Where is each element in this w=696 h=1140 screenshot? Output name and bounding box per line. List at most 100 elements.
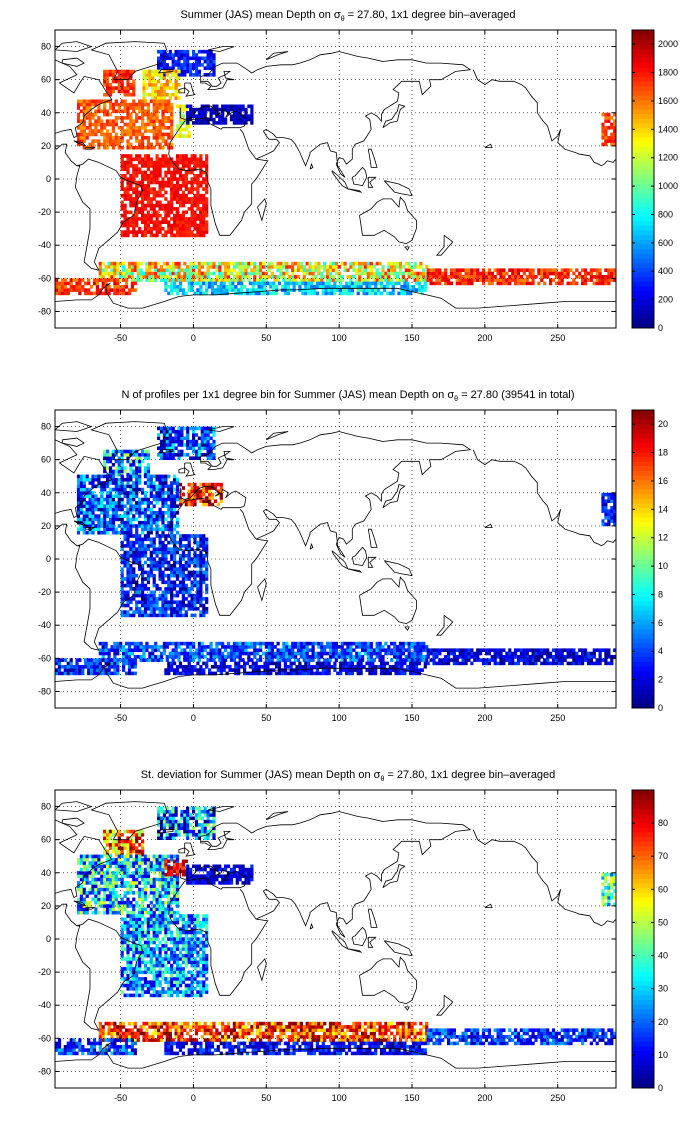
data-cell (511, 271, 515, 276)
data-cell (209, 429, 213, 434)
data-cell (127, 291, 132, 296)
data-cell (183, 261, 187, 266)
data-cell (511, 275, 515, 279)
data-cell (141, 174, 145, 178)
data-cell (467, 275, 471, 279)
data-cell (76, 474, 81, 479)
data-cell (372, 271, 376, 276)
data-cell (200, 275, 204, 279)
data-cell (168, 49, 172, 54)
data-cell (157, 645, 161, 649)
data-cell (481, 661, 486, 666)
data-cell (175, 481, 180, 485)
data-cell (126, 537, 130, 542)
data-cell (543, 281, 547, 286)
data-cell (143, 112, 148, 117)
data-cell (449, 275, 454, 279)
data-cell (455, 275, 459, 279)
data-cell (522, 278, 526, 282)
data-cell (88, 520, 92, 525)
data-cell (374, 281, 378, 286)
data-cell (143, 607, 148, 611)
data-cell (178, 223, 183, 228)
data-cell (149, 540, 153, 545)
data-cell (256, 265, 260, 269)
data-cell (85, 132, 89, 137)
data-cell (490, 281, 494, 286)
data-cell (264, 651, 268, 656)
data-cell (132, 200, 136, 205)
data-cell (174, 53, 178, 57)
data-cell (78, 285, 82, 289)
data-cell (141, 132, 145, 137)
data-cell (127, 288, 132, 292)
data-cell (158, 200, 162, 205)
data-cell (263, 281, 267, 286)
data-cell (170, 142, 174, 147)
data-cell (372, 648, 376, 652)
data-cell (97, 474, 101, 479)
data-cell (138, 190, 142, 195)
data-cell (199, 197, 203, 201)
data-cell (308, 261, 312, 266)
data-cell (464, 268, 468, 272)
data-cell (135, 511, 139, 515)
data-cell (108, 453, 113, 457)
data-cell (161, 477, 165, 482)
data-cell (320, 641, 324, 646)
data-cell (158, 142, 162, 147)
data-cell (219, 281, 223, 286)
data-cell (193, 496, 197, 500)
data-cell (104, 648, 108, 652)
data-cell (101, 281, 105, 286)
data-cell (55, 661, 59, 666)
data-cell (375, 261, 379, 266)
data-cell (126, 220, 130, 224)
data-cell (212, 278, 216, 282)
data-cell (167, 106, 171, 110)
data-cell (184, 577, 188, 581)
data-cell (170, 520, 174, 525)
data-cell (143, 233, 148, 238)
colorbar-segment (632, 211, 654, 217)
data-cell (372, 658, 376, 662)
data-cell (199, 217, 203, 221)
data-cell (196, 164, 200, 168)
data-cell (141, 102, 145, 107)
data-cell (155, 550, 159, 555)
data-cell (181, 593, 185, 598)
data-cell (151, 275, 155, 279)
data-cell (126, 497, 130, 502)
data-cell (502, 658, 506, 662)
data-cell (120, 530, 124, 535)
data-cell (138, 132, 142, 137)
data-cell (241, 265, 245, 269)
data-cell (106, 511, 110, 515)
data-cell (141, 200, 145, 205)
data-cell (192, 655, 196, 659)
data-cell (205, 587, 209, 591)
data-cell (170, 160, 174, 165)
data-cell (157, 271, 161, 276)
data-cell (398, 645, 403, 649)
data-cell (175, 613, 180, 618)
data-cell (369, 268, 373, 272)
data-cell (127, 651, 132, 656)
data-cell (117, 79, 121, 84)
data-cell (141, 145, 145, 150)
colorbar-segment (632, 225, 654, 231)
coastline (404, 246, 410, 251)
data-cell (171, 648, 175, 652)
data-cell (447, 275, 451, 279)
data-cell (142, 648, 146, 652)
data-cell (159, 439, 164, 444)
data-cell (81, 285, 85, 289)
data-cell (210, 291, 215, 296)
data-cell (481, 268, 486, 272)
data-cell (159, 271, 164, 276)
data-cell (210, 288, 215, 292)
x-tick-label: 100 (332, 333, 347, 343)
data-cell (187, 180, 191, 185)
data-cell (88, 501, 92, 505)
data-cell (95, 291, 99, 296)
